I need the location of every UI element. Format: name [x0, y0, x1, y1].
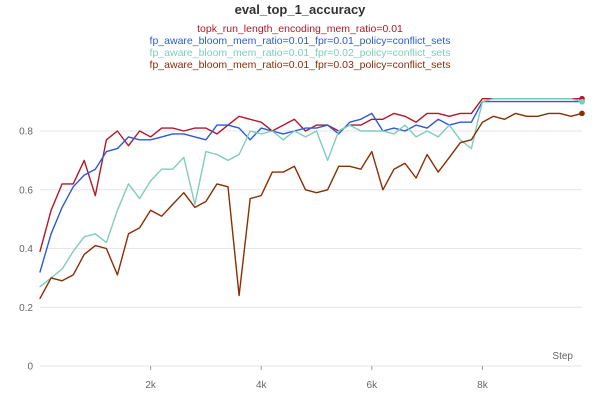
x-tick-label: 4k — [256, 380, 268, 391]
series-line-2 — [39, 100, 583, 273]
plot-area — [39, 95, 585, 300]
y-tick-label: 0 — [27, 362, 33, 373]
y-tick-label: 0.2 — [19, 303, 33, 314]
legend-entry: topk_run_length_encoding_mem_ratio=0.01 — [197, 23, 403, 35]
series-line-1 — [39, 97, 583, 253]
chart-title: eval_top_1_accuracy — [235, 2, 367, 17]
y-tick-label: 0.8 — [19, 127, 33, 138]
x-axis-ticks: 2k 4k 6k 8k — [145, 366, 489, 391]
y-axis-ticks: 0 0.2 0.4 0.6 0.8 — [19, 127, 33, 373]
gridlines — [40, 130, 582, 367]
series-end-point-3 — [579, 98, 585, 105]
y-tick-label: 0.4 — [19, 244, 33, 255]
legend: topk_run_length_encoding_mem_ratio=0.01f… — [150, 23, 451, 71]
legend-entry: fp_aware_bloom_mem_ratio=0.01_fpr=0.01_p… — [150, 35, 451, 47]
x-tick-label: 6k — [367, 380, 379, 391]
legend-entry: fp_aware_bloom_mem_ratio=0.01_fpr=0.03_p… — [150, 59, 451, 71]
y-tick-label: 0.6 — [19, 185, 33, 196]
x-tick-label: 8k — [477, 380, 489, 391]
series-line-4 — [39, 112, 583, 300]
series-end-point-4 — [579, 110, 585, 117]
series-line-3 — [39, 97, 583, 288]
x-tick-label: 2k — [145, 380, 157, 391]
x-axis-label: Step — [552, 351, 573, 362]
legend-entry: fp_aware_bloom_mem_ratio=0.01_fpr=0.02_p… — [150, 47, 451, 59]
